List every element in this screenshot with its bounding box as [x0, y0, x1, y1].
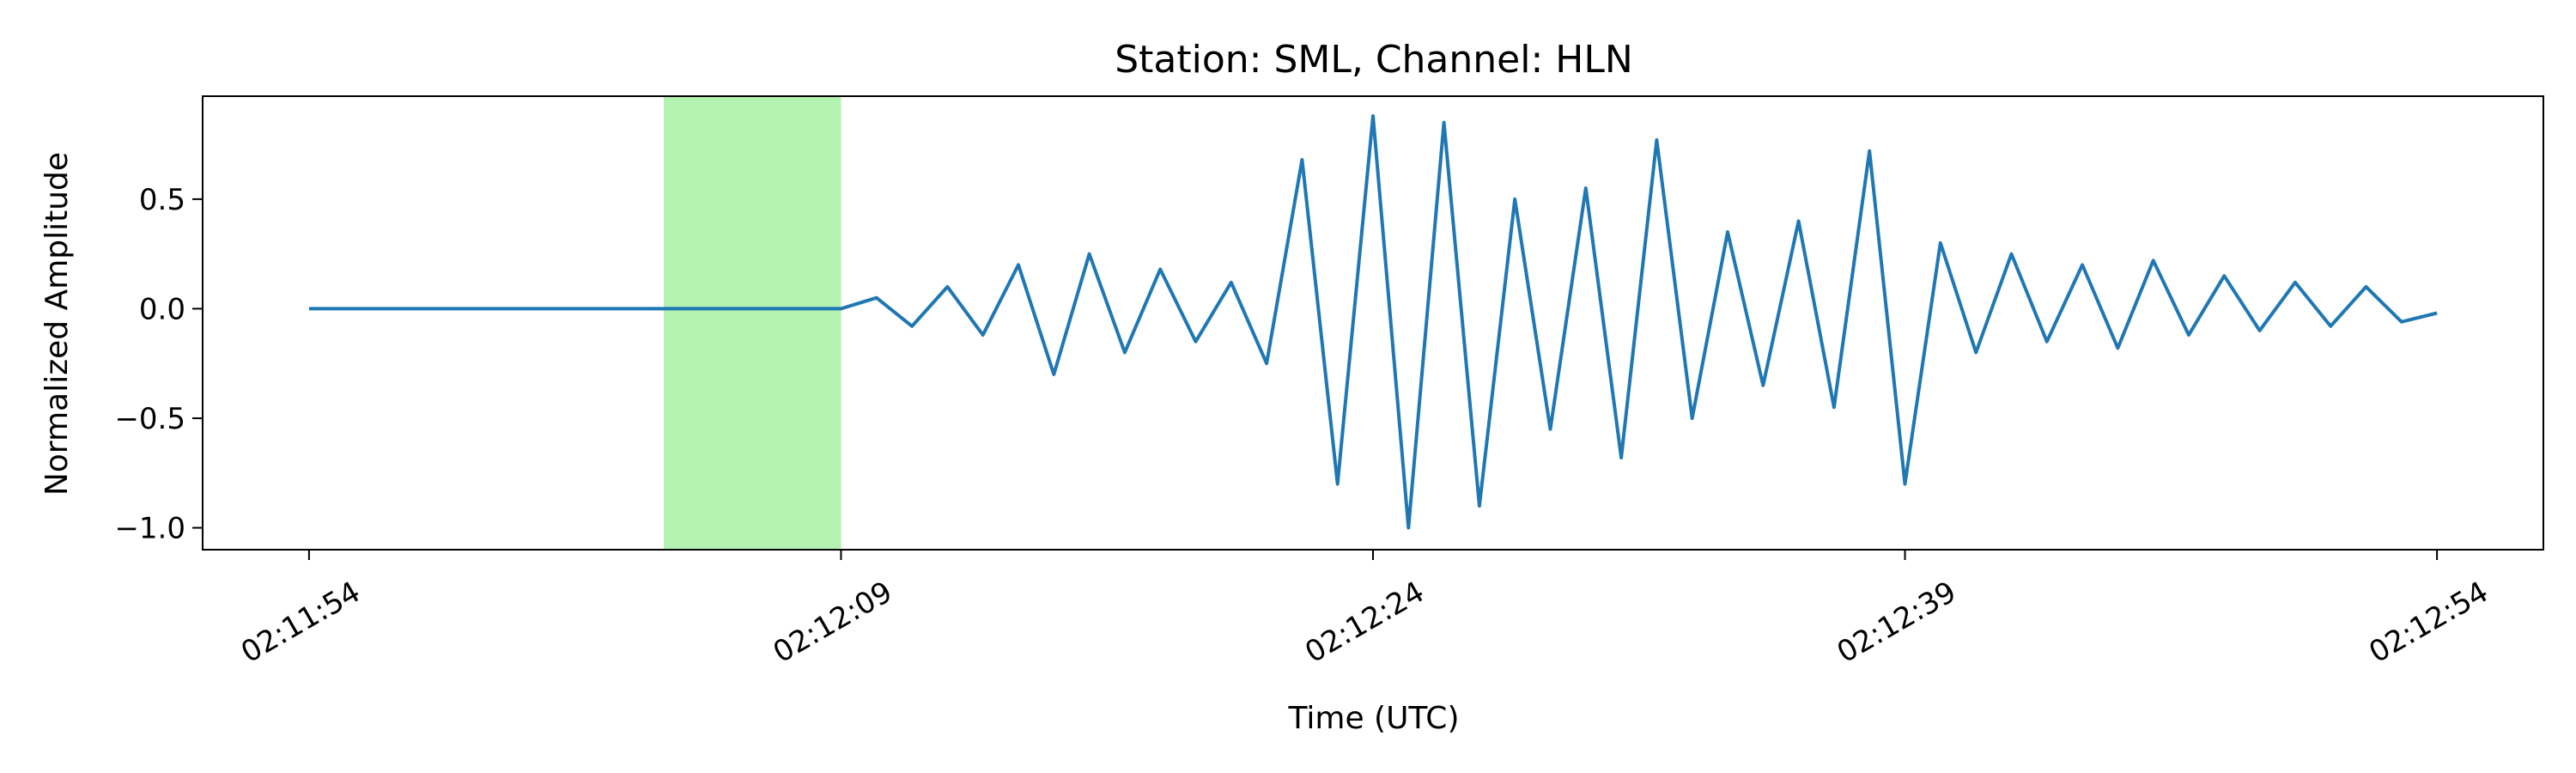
- plot-area: [308, 96, 2438, 550]
- y-tick-label: 0.0: [139, 292, 185, 326]
- highlight-window: [663, 96, 841, 550]
- x-tick-label: 02:12:24: [1299, 575, 1430, 670]
- x-tick-label: 02:11:54: [235, 575, 366, 670]
- axes: 02:11:54 02:12:09 02:12:24 02:12:39 02:12:54…: [114, 95, 2544, 670]
- plot-frame: [202, 95, 2544, 551]
- chart-title: Station: SML, Channel: HLN: [1115, 38, 1633, 82]
- y-tick-label: −1.0: [114, 511, 185, 545]
- y-tick-label: 0.5: [139, 183, 185, 217]
- x-tick-label: 02:12:39: [1832, 575, 1962, 670]
- x-tick-label: 02:12:09: [768, 575, 898, 670]
- series-line-0: [308, 114, 2438, 530]
- x-axis-label: Time (UTC): [1287, 701, 1459, 736]
- y-tick-label: −0.5: [114, 402, 185, 436]
- x-tick-label: 02:12:54: [2363, 575, 2494, 670]
- y-axis-label: Normalized Amplitude: [39, 152, 75, 496]
